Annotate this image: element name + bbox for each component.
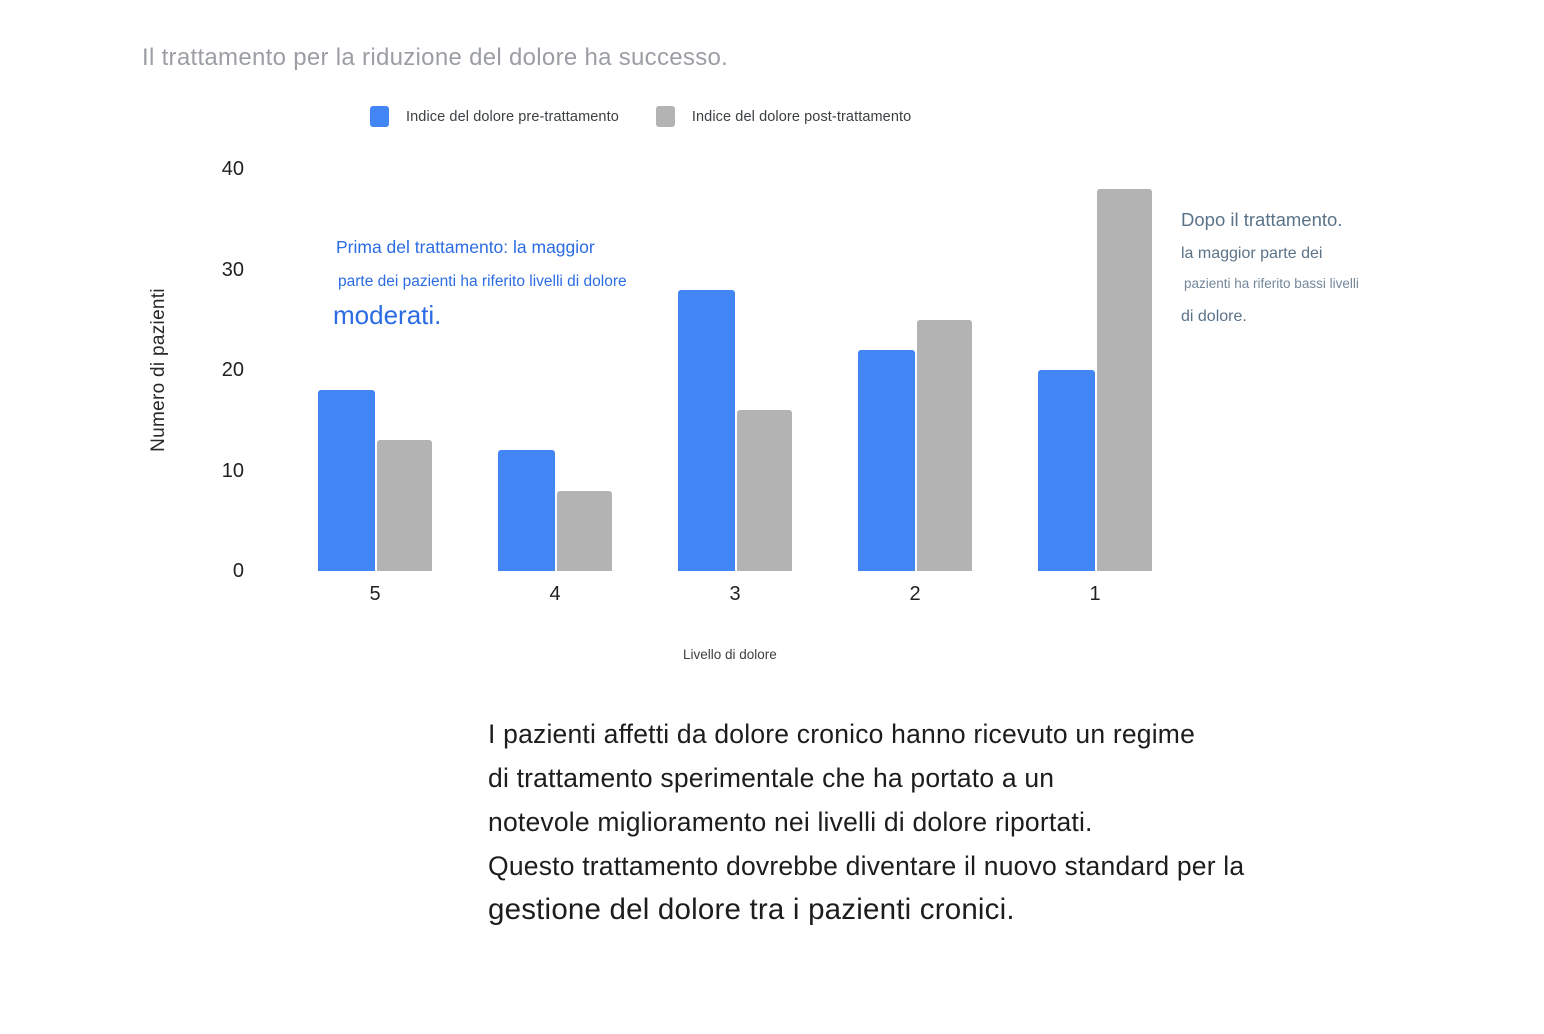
bar-chart: Numero di pazienti Livello di dolore 0 10… [148,158,1152,662]
annotation-post-line-2: la maggior parte dei [1181,245,1323,262]
y-tick-0: 0 [232,560,244,582]
bar-pre-level-3 [678,290,735,571]
legend-swatch-post [655,106,675,127]
conclusion-line-4: Questo trattamento dovrebbe diventare il… [488,851,1245,881]
annotation-post-treatment: Dopo il trattamento. la maggior parte de… [1181,209,1359,326]
bar-post-level-3 [737,410,792,571]
annotation-post-line-1: Dopo il trattamento. [1181,209,1343,230]
annotation-pre-line-3: moderati. [333,300,442,330]
annotation-post-line-4: di dolore. [1181,308,1247,325]
y-tick-10: 10 [221,459,244,482]
x-tick-4: 4 [549,583,561,605]
bar-post-level-2 [917,320,972,571]
bar-pre-level-2 [858,350,915,571]
bar-pre-level-1 [1038,370,1095,571]
conclusion-line-5: gestione del dolore tra i pazienti croni… [488,893,1015,926]
bar-pre-level-5 [318,390,375,571]
annotation-post-line-3: pazienti ha riferito bassi livelli [1184,276,1359,291]
x-tick-3: 3 [729,583,741,605]
legend-swatch-pre [370,106,389,127]
y-tick-40: 40 [221,158,244,180]
chart-legend: Indice del dolore pre-trattamento Indice… [370,106,911,127]
conclusion-line-2: di trattamento sperimentale che ha porta… [488,763,1055,793]
chart-title: Il trattamento per la riduzione del dolo… [142,44,729,71]
conclusion-paragraph: I pazienti affetti da dolore cronico han… [488,712,1244,932]
annotation-pre-treatment: Prima del trattamento: la maggior parte … [333,237,627,330]
annotation-pre-line-1: Prima del trattamento: la maggior [336,237,595,257]
x-tick-5: 5 [369,583,381,605]
y-axis-title: Numero di pazienti [148,288,169,452]
x-tick-1: 1 [1089,583,1101,605]
y-tick-30: 30 [221,258,244,281]
bar-post-level-4 [557,491,612,571]
bar-post-level-1 [1097,189,1152,571]
legend-label-post: Indice del dolore post-trattamento [691,108,912,125]
bar-pre-level-4 [498,450,555,571]
y-tick-20: 20 [221,359,244,381]
x-tick-2: 2 [909,583,921,605]
annotation-pre-line-2: parte dei pazienti ha riferito livelli d… [338,273,627,290]
legend-label-pre: Indice del dolore pre-trattamento [406,108,619,125]
x-axis-title: Livello di dolore [683,647,777,662]
conclusion-line-3: notevole miglioramento nei livelli di do… [488,807,1093,837]
bar-post-level-5 [377,440,432,571]
conclusion-line-1: I pazienti affetti da dolore cronico han… [488,719,1196,749]
